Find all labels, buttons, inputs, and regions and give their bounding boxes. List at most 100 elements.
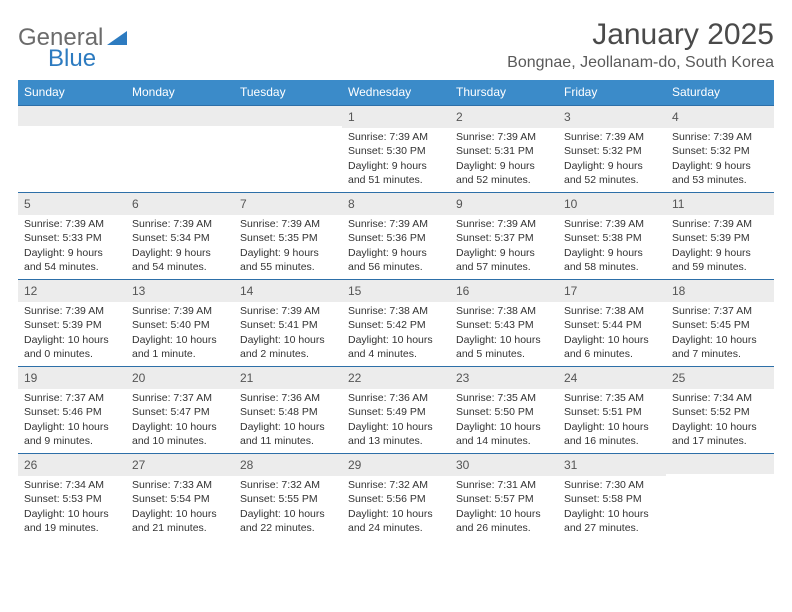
dow-saturday: Saturday	[666, 80, 774, 105]
calendar-week: 5Sunrise: 7:39 AMSunset: 5:33 PMDaylight…	[18, 192, 774, 279]
sunset-text: Sunset: 5:41 PM	[240, 318, 336, 332]
title-block: January 2025 Bongnae, Jeollanam-do, Sout…	[507, 18, 774, 72]
day-details: Sunrise: 7:37 AMSunset: 5:47 PMDaylight:…	[126, 389, 234, 452]
daylight-text: and 4 minutes.	[348, 347, 444, 361]
day-number: 16	[450, 280, 558, 302]
day-details: Sunrise: 7:37 AMSunset: 5:45 PMDaylight:…	[666, 302, 774, 365]
daylight-text: Daylight: 10 hours	[132, 420, 228, 434]
daylight-text: and 2 minutes.	[240, 347, 336, 361]
day-number: 3	[558, 106, 666, 128]
day-details: Sunrise: 7:31 AMSunset: 5:57 PMDaylight:…	[450, 476, 558, 539]
day-details: Sunrise: 7:37 AMSunset: 5:46 PMDaylight:…	[18, 389, 126, 452]
daylight-text: Daylight: 9 hours	[564, 246, 660, 260]
dow-header-row: Sunday Monday Tuesday Wednesday Thursday…	[18, 80, 774, 105]
calendar-day: 18Sunrise: 7:37 AMSunset: 5:45 PMDayligh…	[666, 280, 774, 366]
calendar-week: 26Sunrise: 7:34 AMSunset: 5:53 PMDayligh…	[18, 453, 774, 540]
dow-friday: Friday	[558, 80, 666, 105]
sunrise-text: Sunrise: 7:35 AM	[456, 391, 552, 405]
daylight-text: and 21 minutes.	[132, 521, 228, 535]
sunset-text: Sunset: 5:36 PM	[348, 231, 444, 245]
daylight-text: and 11 minutes.	[240, 434, 336, 448]
daylight-text: Daylight: 10 hours	[456, 507, 552, 521]
sunset-text: Sunset: 5:30 PM	[348, 144, 444, 158]
daylight-text: and 6 minutes.	[564, 347, 660, 361]
daylight-text: Daylight: 10 hours	[132, 507, 228, 521]
sunrise-text: Sunrise: 7:39 AM	[24, 217, 120, 231]
daylight-text: Daylight: 9 hours	[672, 246, 768, 260]
day-number: 11	[666, 193, 774, 215]
calendar-day: 23Sunrise: 7:35 AMSunset: 5:50 PMDayligh…	[450, 367, 558, 453]
daylight-text: and 0 minutes.	[24, 347, 120, 361]
daylight-text: and 52 minutes.	[564, 173, 660, 187]
day-number: 18	[666, 280, 774, 302]
dow-wednesday: Wednesday	[342, 80, 450, 105]
sunrise-text: Sunrise: 7:37 AM	[132, 391, 228, 405]
dow-sunday: Sunday	[18, 80, 126, 105]
sunset-text: Sunset: 5:43 PM	[456, 318, 552, 332]
sunrise-text: Sunrise: 7:35 AM	[564, 391, 660, 405]
daylight-text: and 58 minutes.	[564, 260, 660, 274]
daylight-text: Daylight: 10 hours	[348, 333, 444, 347]
calendar-day: 2Sunrise: 7:39 AMSunset: 5:31 PMDaylight…	[450, 106, 558, 192]
calendar-day: 14Sunrise: 7:39 AMSunset: 5:41 PMDayligh…	[234, 280, 342, 366]
calendar-day: 10Sunrise: 7:39 AMSunset: 5:38 PMDayligh…	[558, 193, 666, 279]
calendar-day: 29Sunrise: 7:32 AMSunset: 5:56 PMDayligh…	[342, 454, 450, 540]
daylight-text: Daylight: 10 hours	[564, 333, 660, 347]
page-header: General January 2025 Bongnae, Jeollanam-…	[18, 18, 774, 72]
sunrise-text: Sunrise: 7:39 AM	[564, 130, 660, 144]
sunrise-text: Sunrise: 7:33 AM	[132, 478, 228, 492]
sunrise-text: Sunrise: 7:34 AM	[672, 391, 768, 405]
calendar-day: 6Sunrise: 7:39 AMSunset: 5:34 PMDaylight…	[126, 193, 234, 279]
daylight-text: and 14 minutes.	[456, 434, 552, 448]
brand-text-2: Blue	[48, 45, 96, 73]
day-number: 5	[18, 193, 126, 215]
calendar-day: 17Sunrise: 7:38 AMSunset: 5:44 PMDayligh…	[558, 280, 666, 366]
daylight-text: and 22 minutes.	[240, 521, 336, 535]
sunset-text: Sunset: 5:54 PM	[132, 492, 228, 506]
calendar-day: 25Sunrise: 7:34 AMSunset: 5:52 PMDayligh…	[666, 367, 774, 453]
sunset-text: Sunset: 5:42 PM	[348, 318, 444, 332]
day-details: Sunrise: 7:39 AMSunset: 5:39 PMDaylight:…	[18, 302, 126, 365]
daylight-text: and 9 minutes.	[24, 434, 120, 448]
day-number	[18, 106, 126, 126]
daylight-text: Daylight: 9 hours	[564, 159, 660, 173]
day-details: Sunrise: 7:39 AMSunset: 5:40 PMDaylight:…	[126, 302, 234, 365]
sunset-text: Sunset: 5:53 PM	[24, 492, 120, 506]
daylight-text: Daylight: 10 hours	[456, 420, 552, 434]
brand-triangle-icon	[107, 27, 127, 50]
daylight-text: Daylight: 10 hours	[348, 507, 444, 521]
day-details: Sunrise: 7:39 AMSunset: 5:32 PMDaylight:…	[666, 128, 774, 191]
daylight-text: and 54 minutes.	[132, 260, 228, 274]
daylight-text: Daylight: 10 hours	[240, 333, 336, 347]
day-details: Sunrise: 7:39 AMSunset: 5:30 PMDaylight:…	[342, 128, 450, 191]
sunrise-text: Sunrise: 7:32 AM	[348, 478, 444, 492]
day-number: 22	[342, 367, 450, 389]
day-details: Sunrise: 7:38 AMSunset: 5:43 PMDaylight:…	[450, 302, 558, 365]
day-number: 7	[234, 193, 342, 215]
daylight-text: and 17 minutes.	[672, 434, 768, 448]
calendar-day: 8Sunrise: 7:39 AMSunset: 5:36 PMDaylight…	[342, 193, 450, 279]
day-number: 17	[558, 280, 666, 302]
day-details: Sunrise: 7:39 AMSunset: 5:38 PMDaylight:…	[558, 215, 666, 278]
daylight-text: and 55 minutes.	[240, 260, 336, 274]
calendar-day: 20Sunrise: 7:37 AMSunset: 5:47 PMDayligh…	[126, 367, 234, 453]
daylight-text: and 13 minutes.	[348, 434, 444, 448]
sunrise-text: Sunrise: 7:37 AM	[24, 391, 120, 405]
sunset-text: Sunset: 5:47 PM	[132, 405, 228, 419]
calendar-week: 1Sunrise: 7:39 AMSunset: 5:30 PMDaylight…	[18, 105, 774, 192]
day-number: 23	[450, 367, 558, 389]
sunset-text: Sunset: 5:58 PM	[564, 492, 660, 506]
sunset-text: Sunset: 5:45 PM	[672, 318, 768, 332]
calendar-day: 30Sunrise: 7:31 AMSunset: 5:57 PMDayligh…	[450, 454, 558, 540]
daylight-text: Daylight: 10 hours	[24, 333, 120, 347]
calendar-day: 28Sunrise: 7:32 AMSunset: 5:55 PMDayligh…	[234, 454, 342, 540]
day-number: 19	[18, 367, 126, 389]
daylight-text: Daylight: 9 hours	[348, 246, 444, 260]
calendar-day: 31Sunrise: 7:30 AMSunset: 5:58 PMDayligh…	[558, 454, 666, 540]
day-number: 2	[450, 106, 558, 128]
calendar-day: 1Sunrise: 7:39 AMSunset: 5:30 PMDaylight…	[342, 106, 450, 192]
day-details: Sunrise: 7:35 AMSunset: 5:51 PMDaylight:…	[558, 389, 666, 452]
day-details: Sunrise: 7:32 AMSunset: 5:56 PMDaylight:…	[342, 476, 450, 539]
daylight-text: Daylight: 9 hours	[456, 159, 552, 173]
sunset-text: Sunset: 5:32 PM	[564, 144, 660, 158]
